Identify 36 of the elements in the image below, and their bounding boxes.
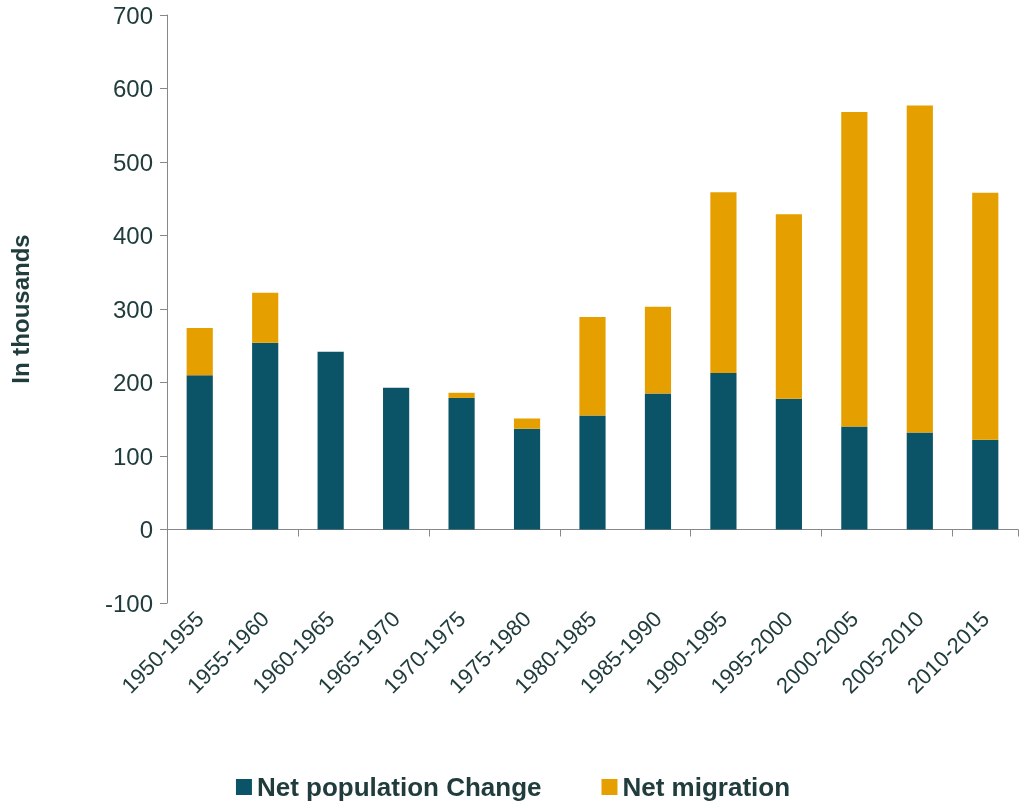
y-tick-label: -100	[104, 589, 153, 617]
bar	[644, 306, 672, 394]
y-tick-label: 500	[112, 148, 153, 176]
y-axis-title: In thousands	[6, 234, 34, 384]
y-tick-label: 400	[112, 222, 153, 249]
bar	[186, 375, 213, 530]
bar	[317, 351, 344, 530]
y-tick-label: 600	[112, 75, 153, 102]
bar	[448, 392, 475, 398]
legend-label: Net population Change	[256, 772, 542, 802]
bar	[383, 387, 410, 530]
bar	[644, 393, 672, 530]
bar	[513, 418, 541, 429]
bar	[252, 342, 279, 530]
bar	[710, 372, 737, 530]
bar	[775, 214, 802, 399]
bar	[513, 428, 541, 530]
bar	[448, 397, 475, 530]
bar	[579, 317, 606, 416]
y-tick-label: 200	[112, 369, 153, 396]
bar	[579, 415, 606, 530]
y-tick-label: 0	[139, 516, 153, 543]
bar	[775, 398, 802, 530]
y-tick-label: 700	[112, 1, 153, 29]
bar	[252, 292, 279, 343]
bar	[906, 105, 933, 433]
y-tick-label: 300	[112, 295, 153, 323]
bar	[906, 432, 933, 530]
y-tick-label: 100	[112, 442, 153, 470]
bar	[972, 192, 999, 440]
bar	[972, 439, 999, 530]
bar	[841, 426, 868, 530]
legend-label: Net migration	[622, 772, 791, 802]
bar	[841, 112, 868, 427]
bar	[186, 328, 213, 376]
bar	[710, 192, 737, 373]
